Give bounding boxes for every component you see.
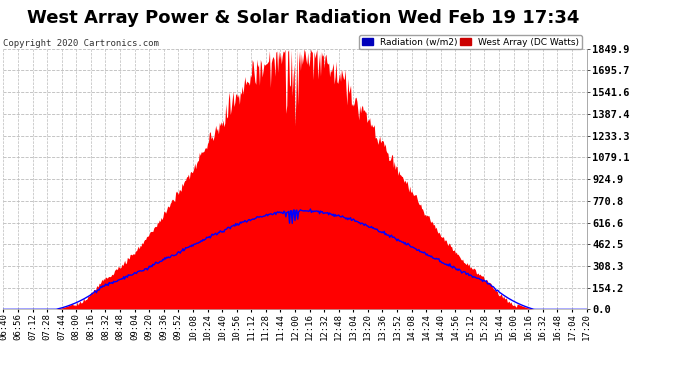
Text: West Array Power & Solar Radiation Wed Feb 19 17:34: West Array Power & Solar Radiation Wed F… — [28, 9, 580, 27]
Text: Copyright 2020 Cartronics.com: Copyright 2020 Cartronics.com — [3, 39, 159, 48]
Legend: Radiation (w/m2), West Array (DC Watts): Radiation (w/m2), West Array (DC Watts) — [359, 35, 582, 50]
